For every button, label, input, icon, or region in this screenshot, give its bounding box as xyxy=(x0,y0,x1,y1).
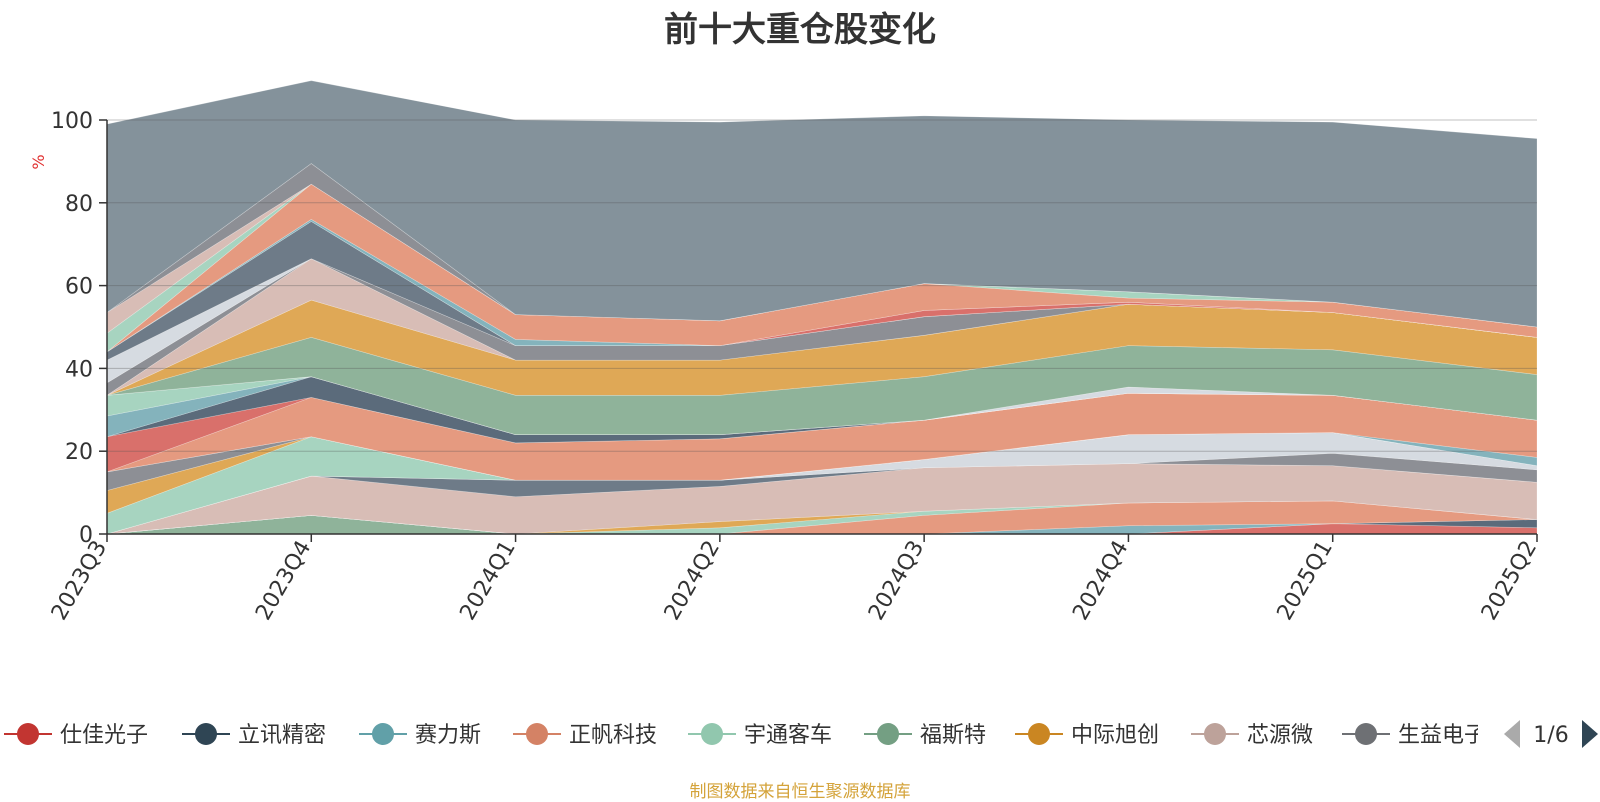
legend-label: 仕佳光子 xyxy=(60,723,148,748)
legend-next-icon[interactable] xyxy=(1582,720,1598,748)
legend-label: 赛力斯 xyxy=(415,723,481,748)
x-tick-label: 2024Q1 xyxy=(455,537,520,625)
area-series-31 xyxy=(106,183,1538,334)
x-tick-label: 2024Q2 xyxy=(660,537,725,625)
legend-label: 宇通客车 xyxy=(744,723,832,748)
legend-item[interactable]: 立讯精密 xyxy=(182,723,326,748)
legend-label: 生益电子 xyxy=(1398,723,1486,748)
x-tick-label: 2023Q4 xyxy=(251,537,316,625)
legend-label: 立讯精密 xyxy=(238,723,326,748)
legend-marker-dot xyxy=(526,723,548,745)
y-axis-unit: % xyxy=(29,154,48,169)
legend-prev-icon[interactable] xyxy=(1504,720,1520,748)
legend-label: 芯源微 xyxy=(1247,723,1313,748)
legend-pager: 1/6 xyxy=(1504,720,1598,748)
legend-item[interactable]: 仕佳光子 xyxy=(4,723,148,748)
legend-item[interactable]: 正帆科技 xyxy=(513,723,657,748)
area-series-29 xyxy=(106,183,1538,353)
legend-page-indicator: 1/6 xyxy=(1533,723,1568,748)
x-tick-label: 2024Q4 xyxy=(1068,537,1133,625)
footer-source: 制图数据来自恒生聚源数据库 xyxy=(689,782,911,802)
legend: 仕佳光子 立讯精密 赛力斯 正帆科技 宇通客车 福斯特 中际旭创 芯源微 生益电子 xyxy=(4,723,1486,748)
chart-title: 前十大重仓股变化 xyxy=(664,10,936,50)
area-series-30 xyxy=(106,183,1538,353)
legend-label: 中际旭创 xyxy=(1071,723,1159,748)
y-tick-label: 60 xyxy=(65,275,93,300)
legend-item[interactable]: 芯源微 xyxy=(1191,723,1313,748)
legend-label: 福斯特 xyxy=(920,723,986,748)
x-tick-label: 2025Q2 xyxy=(1477,537,1542,625)
y-tick-label: 80 xyxy=(65,192,93,217)
legend-marker-dot xyxy=(701,723,723,745)
legend-marker-dot xyxy=(372,723,394,745)
x-tick-label: 2024Q3 xyxy=(864,537,929,625)
legend-label: 正帆科技 xyxy=(569,723,657,748)
legend-marker-dot xyxy=(877,723,899,745)
legend-item[interactable]: 中际旭创 xyxy=(1015,723,1159,748)
y-tick-label: 20 xyxy=(65,440,93,465)
legend-marker-dot xyxy=(17,723,39,745)
legend-item[interactable]: 福斯特 xyxy=(864,723,986,748)
x-tick-label: 2023Q3 xyxy=(47,537,112,625)
legend-marker-dot xyxy=(1355,723,1377,745)
y-tick-label: 0 xyxy=(79,523,93,548)
y-tick-label: 40 xyxy=(65,357,93,382)
legend-item[interactable]: 生益电子 xyxy=(1342,723,1486,748)
chart-areas xyxy=(106,80,1538,535)
y-tick-label: 100 xyxy=(51,109,93,134)
chart-grid xyxy=(107,119,1537,452)
x-tick-label: 2025Q1 xyxy=(1273,537,1338,625)
legend-marker-dot xyxy=(1028,723,1050,745)
legend-marker-dot xyxy=(1204,723,1226,745)
legend-item[interactable]: 赛力斯 xyxy=(359,723,481,748)
legend-item[interactable]: 宇通客车 xyxy=(688,723,832,748)
area-series-33 xyxy=(106,80,1538,328)
legend-marker-dot xyxy=(195,723,217,745)
